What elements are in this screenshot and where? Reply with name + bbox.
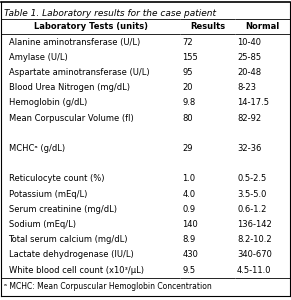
Text: Table 1. Laboratory results for the case patient: Table 1. Laboratory results for the case…	[4, 9, 216, 18]
Text: ᵃ MCHC: Mean Corpuscular Hemoglobin Concentration: ᵃ MCHC: Mean Corpuscular Hemoglobin Conc…	[4, 282, 212, 291]
